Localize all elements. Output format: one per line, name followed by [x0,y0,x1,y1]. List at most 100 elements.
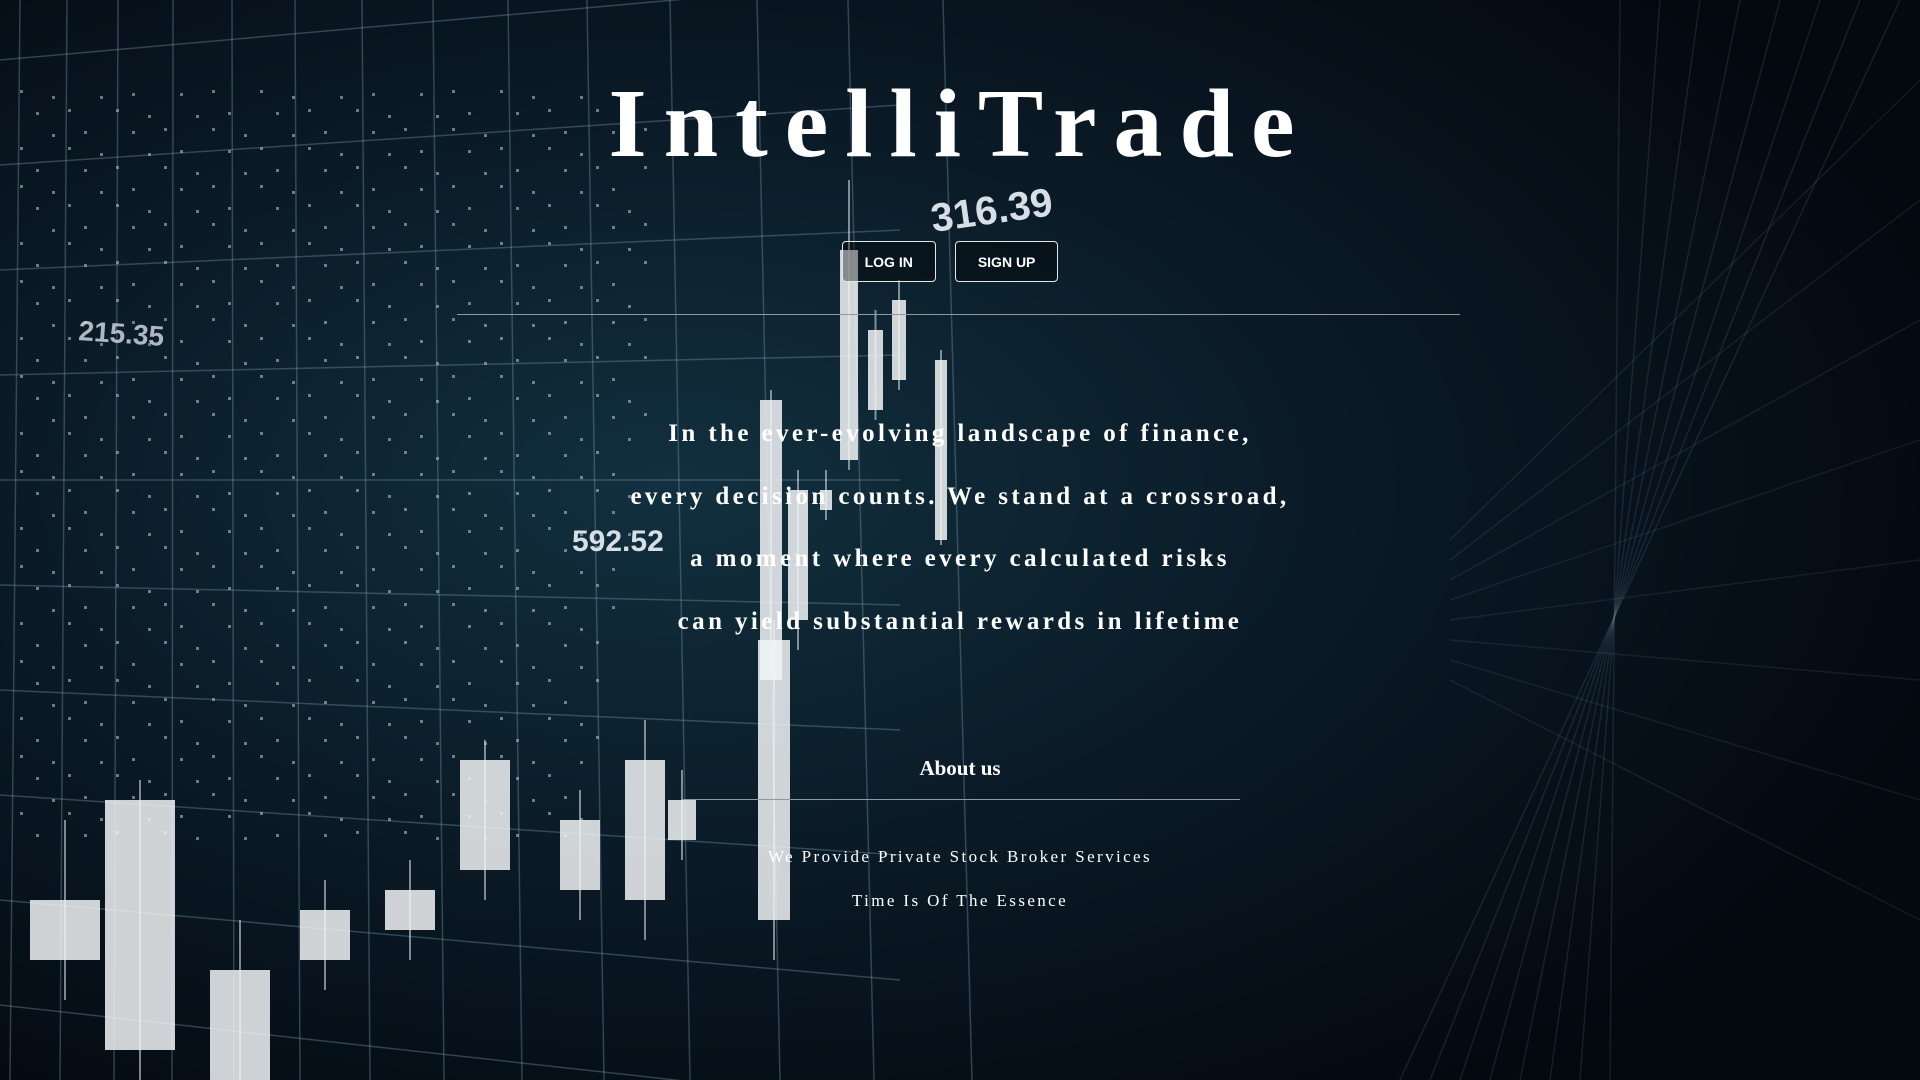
dot [164,451,167,454]
dot [452,128,455,131]
dot [500,375,503,378]
dot [308,337,311,340]
dot [532,381,535,384]
dot [52,381,55,384]
dot [180,815,183,818]
site-title: IntelliTrade [608,70,1312,178]
dot [84,701,87,704]
dot [260,242,263,245]
dot [148,590,151,593]
dot [324,264,327,267]
dot [308,812,311,815]
dot [468,435,471,438]
dot [340,571,343,574]
dot [596,394,599,397]
dot [68,204,71,207]
dot [100,761,103,764]
dot [100,476,103,479]
candle-body [758,640,790,920]
dot [436,685,439,688]
dot [20,565,23,568]
dot [196,172,199,175]
grid-line [0,689,901,731]
dot [500,755,503,758]
dot [68,394,71,397]
dot [244,704,247,707]
dot [100,343,103,346]
dot [324,549,327,552]
dot [420,150,423,153]
dot [164,508,167,511]
dot [388,723,391,726]
dot [212,185,215,188]
login-button[interactable]: LOG IN [841,241,936,282]
candle-body [210,970,270,1080]
dot [228,150,231,153]
dot [244,362,247,365]
dot [500,90,503,93]
dot [564,264,567,267]
dot [484,229,487,232]
dot [564,131,567,134]
dot [452,698,455,701]
dot [308,527,311,530]
dot [628,115,631,118]
dot [100,286,103,289]
dot [356,546,359,549]
dot [164,641,167,644]
grid-line [361,0,371,1080]
dot [452,318,455,321]
dot [20,280,23,283]
dot [564,454,567,457]
dot [324,511,327,514]
candle-body [105,800,175,1050]
dot [36,834,39,837]
dot [20,812,23,815]
dot [212,508,215,511]
dot [340,96,343,99]
dot [20,432,23,435]
dot [68,527,71,530]
dot [436,210,439,213]
dot [628,153,631,156]
dot [180,625,183,628]
candle-body [460,760,510,870]
dot [644,128,647,131]
dot [516,264,519,267]
dot [596,261,599,264]
dot [148,780,151,783]
dot [548,394,551,397]
dot [564,321,567,324]
dot [164,223,167,226]
dot [388,628,391,631]
dot [116,356,119,359]
dot [100,248,103,251]
grid-line [586,0,605,1080]
signup-button[interactable]: SIGN UP [954,241,1059,282]
dot [212,128,215,131]
dot [548,584,551,587]
dot [532,761,535,764]
dot [100,818,103,821]
dot [324,321,327,324]
dot [84,416,87,419]
dot [516,302,519,305]
dot [420,568,423,571]
dot [260,622,263,625]
grid-line [0,229,901,271]
dot [100,381,103,384]
dot [196,780,199,783]
dot [388,590,391,593]
dot [68,812,71,815]
dot [372,663,375,666]
dot [196,495,199,498]
dot [276,777,279,780]
dot [52,324,55,327]
dot [132,796,135,799]
dot [420,473,423,476]
dot [292,381,295,384]
dot [580,381,583,384]
dot [452,223,455,226]
